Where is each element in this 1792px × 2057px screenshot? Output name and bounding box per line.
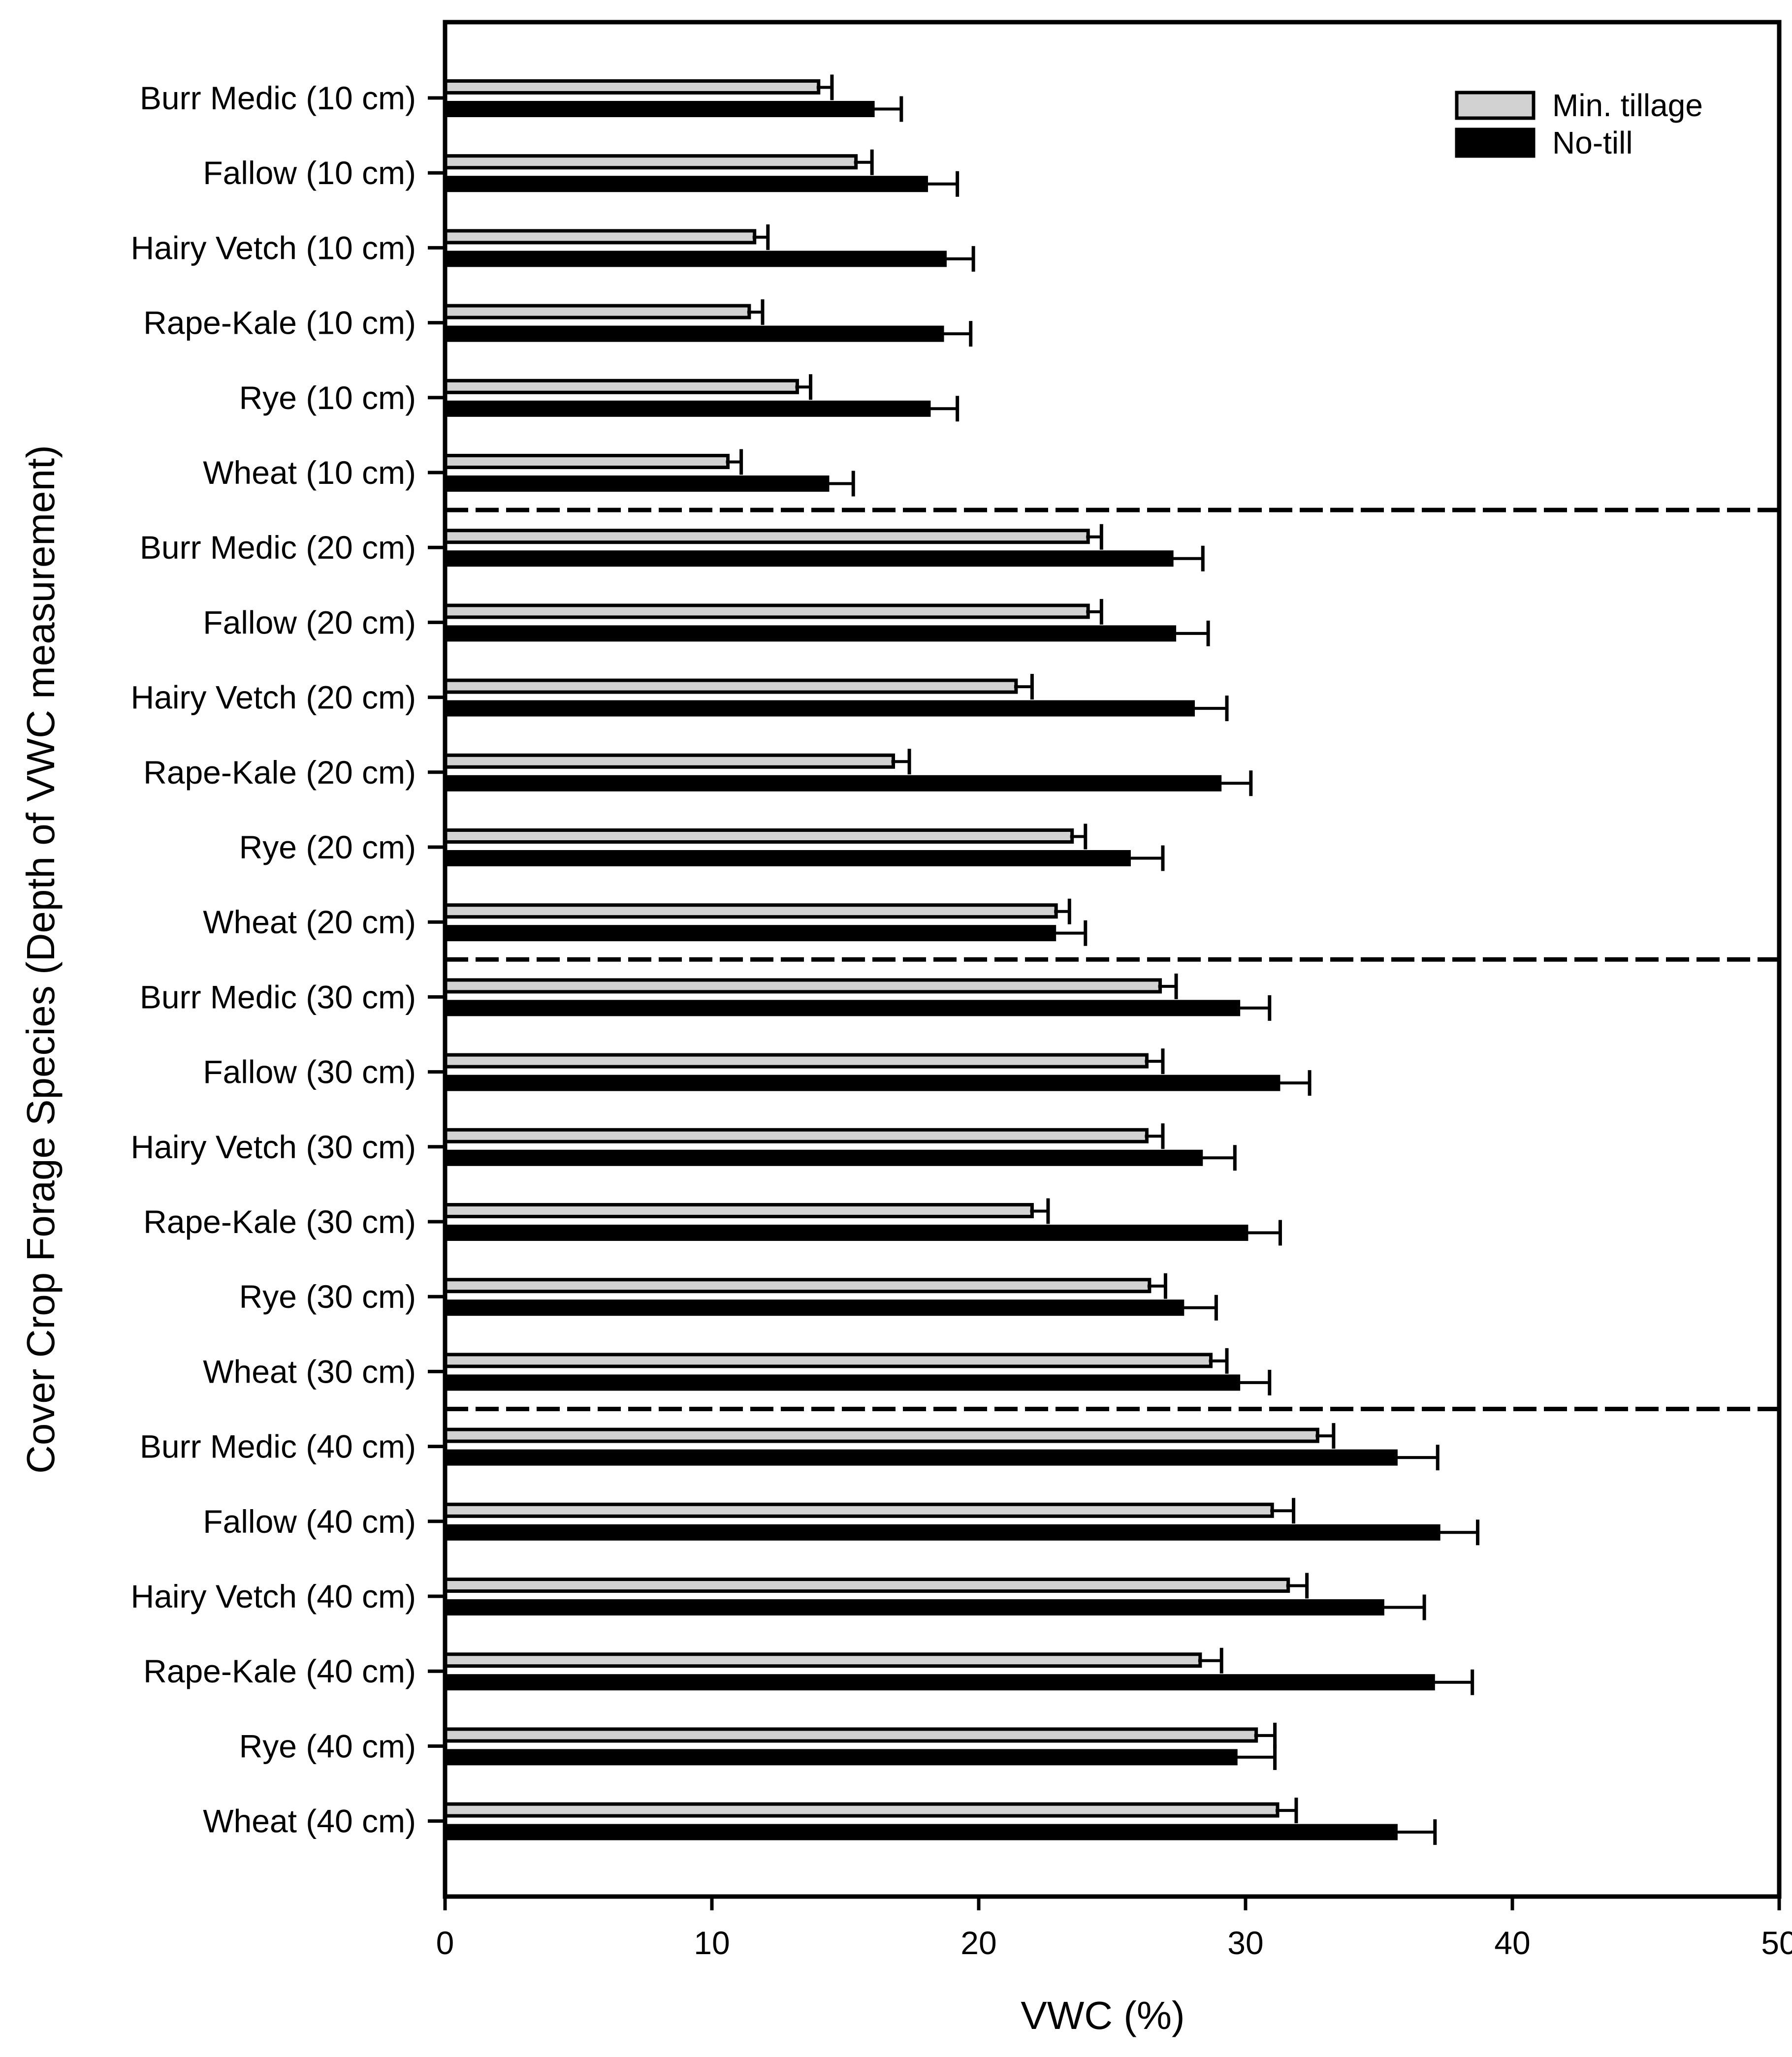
bar-min-tillage xyxy=(443,1727,1258,1743)
y-axis-ticks xyxy=(428,96,445,1823)
bar-min-tillage xyxy=(443,79,821,95)
category-label: Rape-Kale (20 cm) xyxy=(143,754,416,791)
bar-min-tillage xyxy=(443,379,799,394)
category-label: Fallow (20 cm) xyxy=(203,604,416,640)
bar-no-till xyxy=(445,101,875,117)
bar-min-tillage xyxy=(443,1053,1149,1069)
bar-min-tillage xyxy=(443,903,1058,919)
category-label: Rape-Kale (40 cm) xyxy=(143,1653,416,1689)
category-label: Burr Medic (30 cm) xyxy=(140,979,416,1015)
bar-no-till xyxy=(445,325,944,342)
bar-min-tillage xyxy=(443,603,1090,619)
category-label: Rape-Kale (30 cm) xyxy=(143,1203,416,1240)
y-axis-category-labels: Burr Medic (10 cm) Fallow (10 cm) Hairy Ve… xyxy=(131,80,416,1839)
bar-no-till xyxy=(445,1824,1398,1840)
bar-min-tillage xyxy=(443,1128,1149,1143)
bar-no-till xyxy=(445,775,1222,791)
bar-min-tillage xyxy=(443,1203,1034,1218)
y-axis-title: Cover Crop Forage Species (Depth of VWC … xyxy=(19,445,63,1474)
x-tick-label: 10 xyxy=(694,1925,730,1961)
bar-no-till xyxy=(445,1000,1241,1016)
category-label: Wheat (10 cm) xyxy=(203,454,416,491)
legend: Min. tillage No-till xyxy=(1455,88,1703,160)
category-label: Hairy Vetch (30 cm) xyxy=(131,1129,416,1165)
bar-no-till xyxy=(445,850,1131,866)
x-axis-title: VWC (%) xyxy=(1021,1994,1184,2037)
bars-layer xyxy=(443,79,1440,1840)
legend-swatch-min-tillage xyxy=(1455,91,1536,120)
category-label: Hairy Vetch (40 cm) xyxy=(131,1578,416,1614)
error-bars-layer xyxy=(726,74,1480,1845)
bar-min-tillage xyxy=(443,678,1018,694)
x-axis-ticks xyxy=(443,1897,1781,1910)
bar-no-till xyxy=(445,1299,1184,1316)
bar-min-tillage xyxy=(443,1652,1202,1668)
x-tick-label: 20 xyxy=(960,1925,996,1961)
category-label: Fallow (40 cm) xyxy=(203,1503,416,1540)
bar-min-tillage xyxy=(443,978,1162,994)
bar-no-till xyxy=(445,625,1177,642)
x-tick-label: 50 xyxy=(1761,1925,1792,1961)
bar-min-tillage xyxy=(443,1427,1319,1443)
category-label: Rye (10 cm) xyxy=(239,380,416,416)
legend-label-min-tillage: Min. tillage xyxy=(1552,88,1703,123)
x-tick-label: 40 xyxy=(1494,1925,1530,1961)
category-label: Burr Medic (10 cm) xyxy=(140,80,416,116)
bar-no-till xyxy=(445,1075,1280,1091)
bar-no-till xyxy=(445,1374,1241,1391)
bar-min-tillage xyxy=(443,1578,1290,1593)
bar-no-till xyxy=(445,550,1174,567)
category-label: Hairy Vetch (10 cm) xyxy=(131,229,416,266)
category-label: Rye (40 cm) xyxy=(239,1728,416,1764)
bar-min-tillage xyxy=(443,454,730,469)
bar-min-tillage xyxy=(443,529,1090,544)
category-label: Rye (20 cm) xyxy=(239,829,416,865)
bar-no-till xyxy=(445,925,1056,942)
bar-no-till xyxy=(445,700,1195,717)
x-tick-label: 30 xyxy=(1227,1925,1263,1961)
bar-min-tillage xyxy=(443,1502,1274,1518)
depth-group-separators xyxy=(445,507,1779,1411)
category-label: Wheat (20 cm) xyxy=(203,904,416,940)
legend-swatch-no-till xyxy=(1455,127,1536,158)
bar-no-till xyxy=(445,251,947,267)
bar-min-tillage xyxy=(443,1353,1213,1368)
bar-no-till xyxy=(445,1599,1384,1615)
x-axis-tick-labels: 0 10 20 30 40 50 xyxy=(436,1925,1792,1961)
category-label: Rye (30 cm) xyxy=(239,1278,416,1315)
category-label: Burr Medic (40 cm) xyxy=(140,1428,416,1465)
bar-no-till xyxy=(445,400,931,417)
bar-no-till xyxy=(445,475,830,492)
bar-min-tillage xyxy=(443,828,1074,844)
category-label: Hairy Vetch (20 cm) xyxy=(131,679,416,716)
bar-min-tillage xyxy=(443,154,858,170)
legend-label-no-till: No-till xyxy=(1552,125,1633,160)
bar-min-tillage xyxy=(443,229,757,245)
category-label: Wheat (30 cm) xyxy=(203,1353,416,1390)
x-tick-label: 0 xyxy=(436,1925,454,1961)
bar-min-tillage xyxy=(443,1278,1152,1294)
category-label: Fallow (10 cm) xyxy=(203,155,416,191)
bar-no-till xyxy=(445,1524,1440,1541)
bar-no-till xyxy=(445,176,928,192)
category-label: Rape-Kale (10 cm) xyxy=(143,305,416,341)
plot-frame xyxy=(443,20,1782,1899)
category-label: Fallow (30 cm) xyxy=(203,1054,416,1090)
category-label: Burr Medic (20 cm) xyxy=(140,529,416,566)
bar-no-till xyxy=(445,1225,1248,1241)
bar-no-till xyxy=(445,1749,1238,1766)
bar-no-till xyxy=(445,1149,1203,1166)
category-label: Wheat (40 cm) xyxy=(203,1803,416,1839)
bar-no-till xyxy=(445,1674,1435,1691)
bar-no-till xyxy=(445,1449,1398,1466)
bar-min-tillage xyxy=(443,753,896,769)
bar-min-tillage xyxy=(443,1802,1280,1818)
bar-min-tillage xyxy=(443,304,751,319)
